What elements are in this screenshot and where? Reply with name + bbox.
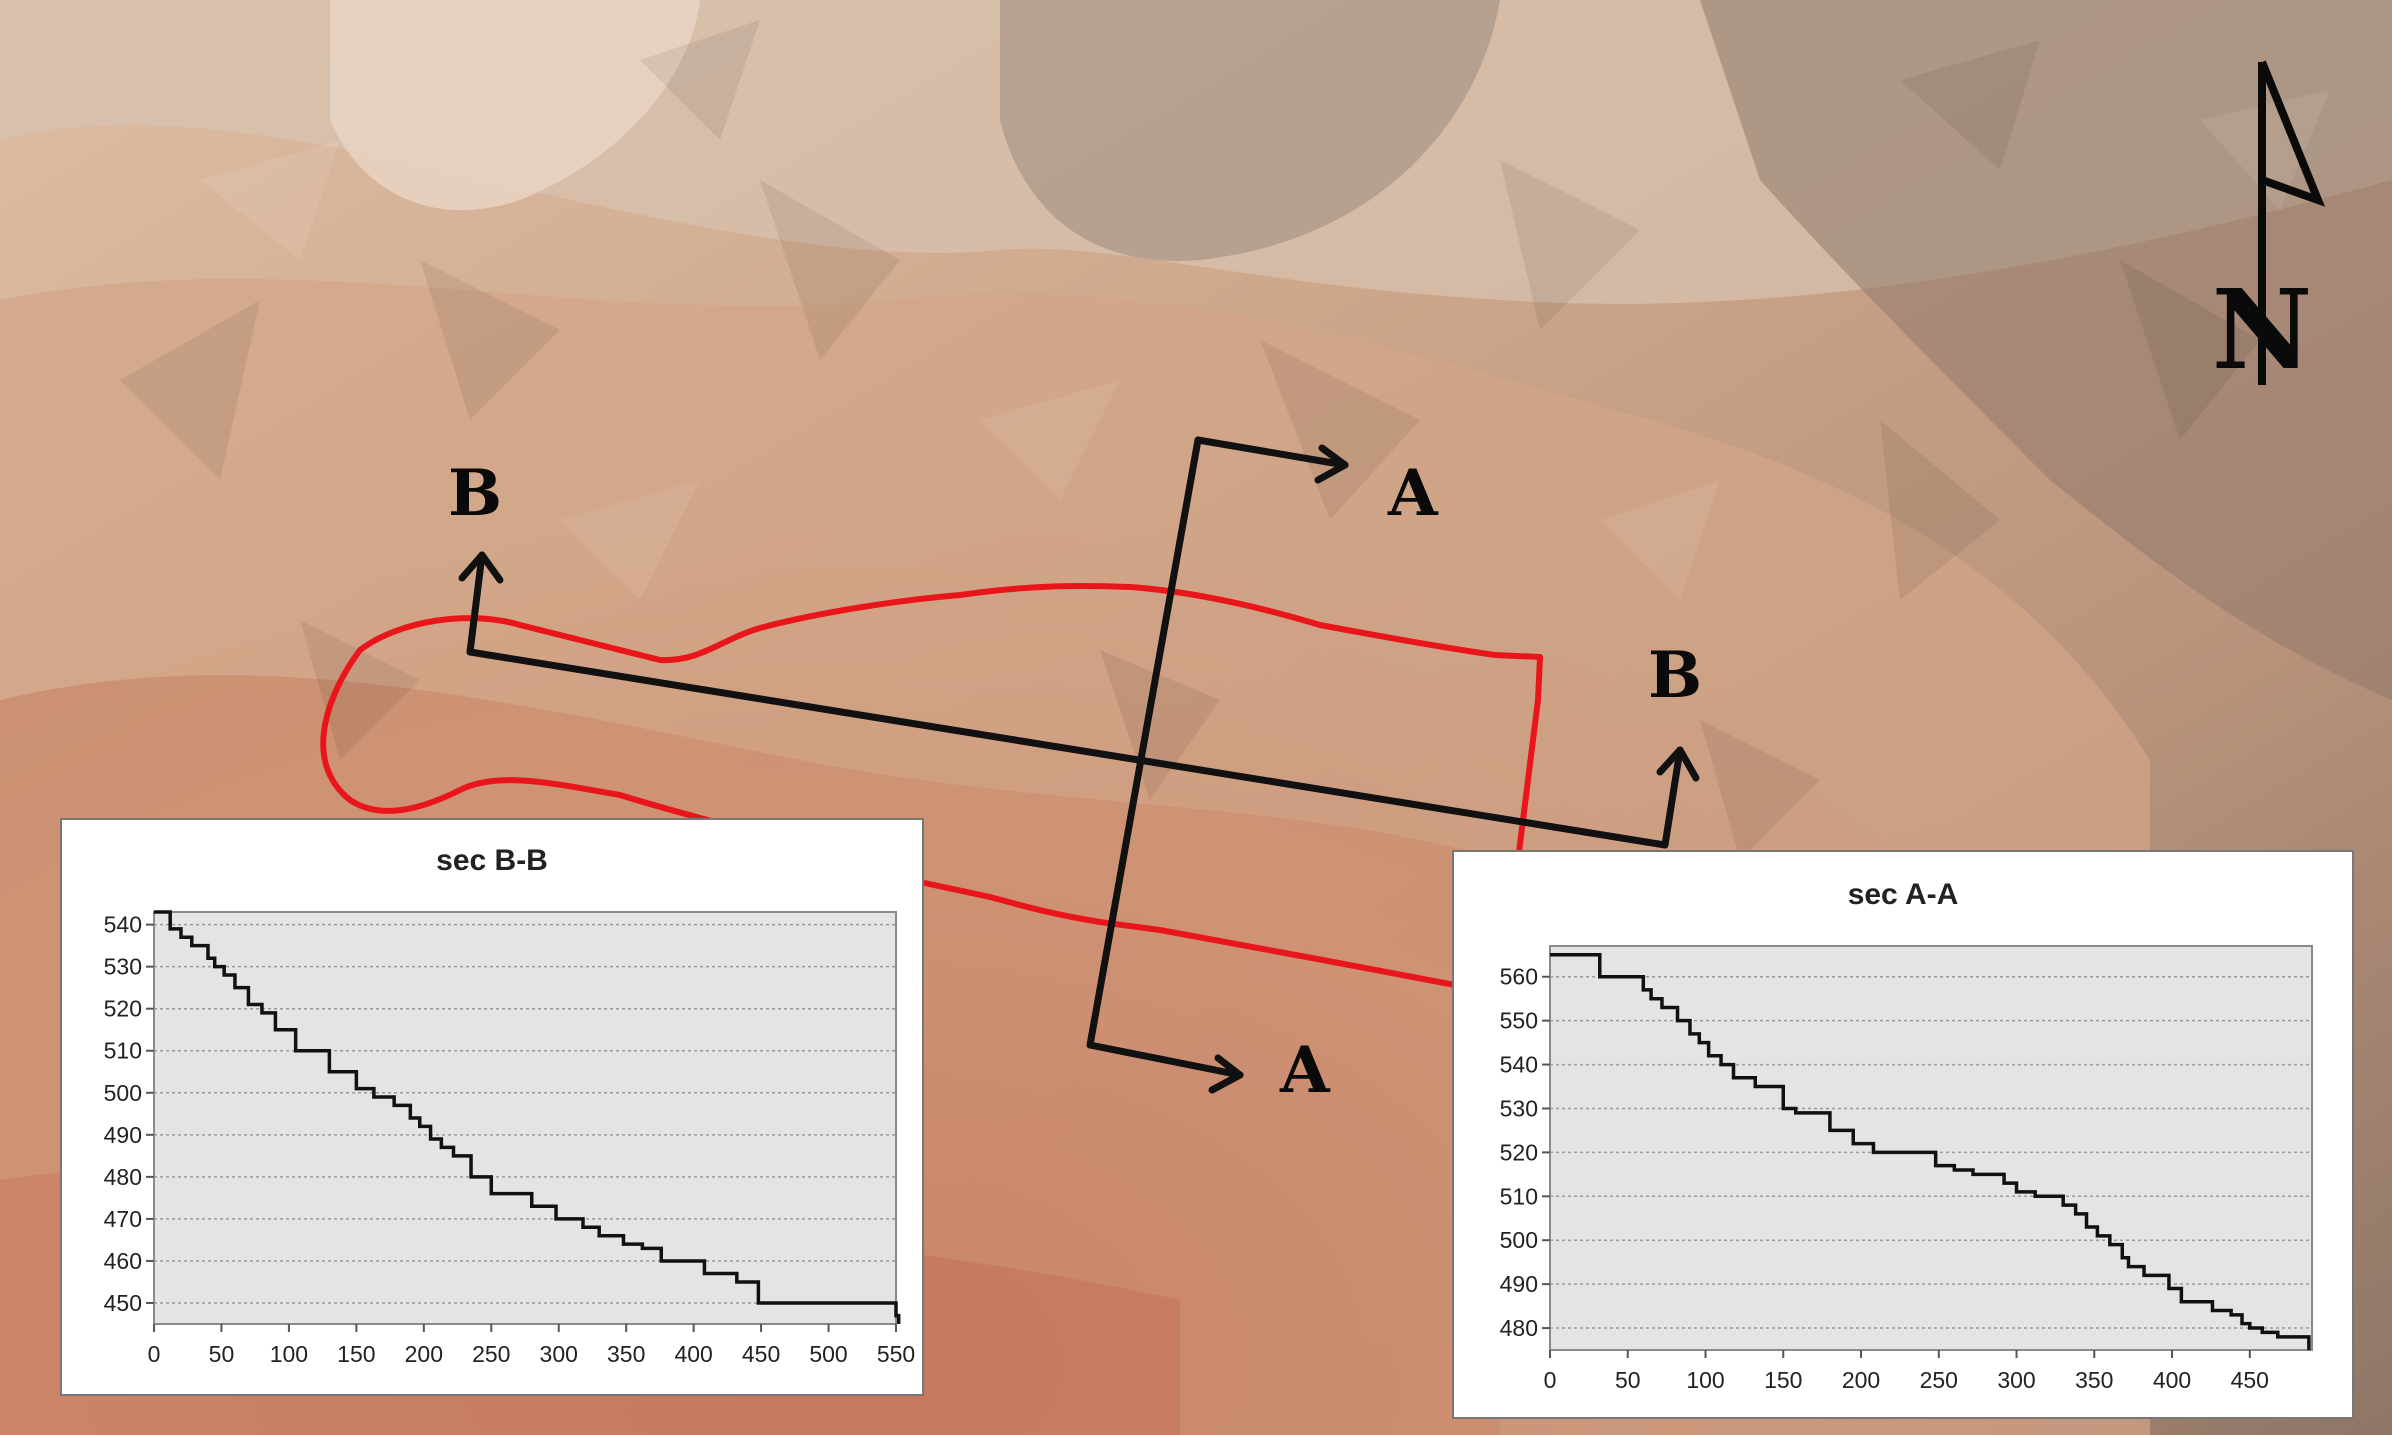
x-tick-label-bb-300: 300 (540, 1341, 578, 1367)
x-tick-label-aa-250: 250 (1920, 1367, 1958, 1393)
x-tick-label-aa-300: 300 (1997, 1367, 2035, 1393)
y-tick-label-bb-480: 480 (104, 1164, 142, 1190)
y-tick-label-bb-500: 500 (104, 1080, 142, 1106)
x-tick-label-bb-350: 350 (607, 1341, 645, 1367)
north-arrow (2258, 60, 2326, 385)
profile-panel-a-a: sec A-A 480 490 500 510 520 530 540 550 560 0 50 10… (1452, 850, 2354, 1419)
section-label-a-south: A (1279, 1033, 1331, 1108)
y-tick-label-bb-470: 470 (104, 1206, 142, 1232)
y-tick-label-aa-560: 560 (1500, 964, 1538, 990)
north-label: N (2212, 265, 2313, 394)
section-line-b-b (458, 551, 1700, 849)
y-tick-label-bb-510: 510 (104, 1038, 142, 1064)
x-tick-label-bb-100: 100 (270, 1341, 308, 1367)
y-tick-label-aa-490: 490 (1500, 1271, 1538, 1297)
y-tick-label-bb-460: 460 (104, 1248, 142, 1274)
profile-line-bb (154, 910, 901, 1324)
profile-line-aa (1550, 953, 2311, 1350)
section-label-b-east: B (1648, 638, 1702, 713)
chart-title-b-b: sec B-B (436, 844, 548, 877)
plot-area-a-a: 480 490 500 510 520 530 540 550 560 0 50 100 150 200 2… (1500, 945, 2313, 1393)
x-tick-label-aa-400: 400 (2153, 1367, 2191, 1393)
y-tick-label-bb-490: 490 (104, 1122, 142, 1148)
x-tick-label-bb-0: 0 (148, 1341, 161, 1367)
x-tick-label-aa-450: 450 (2231, 1367, 2269, 1393)
x-tick-label-bb-200: 200 (405, 1341, 443, 1367)
x-tick-label-bb-50: 50 (209, 1341, 235, 1367)
y-tick-label-aa-530: 530 (1500, 1095, 1538, 1121)
study-area-boundary (320, 582, 1543, 988)
section-label-b-west: B (448, 456, 502, 531)
y-tick-label-bb-450: 450 (104, 1290, 142, 1316)
y-tick-label-bb-520: 520 (104, 996, 142, 1022)
y-tick-label-aa-500: 500 (1500, 1227, 1538, 1253)
x-tick-label-aa-0: 0 (1544, 1367, 1557, 1393)
y-tick-label-aa-550: 550 (1500, 1008, 1538, 1034)
section-label-a-north: A (1387, 456, 1439, 531)
y-tick-label-bb-530: 530 (104, 954, 142, 980)
x-tick-label-aa-50: 50 (1615, 1367, 1641, 1393)
profile-chart-b-b: sec B-B 450 460 470 480 490 500 510 520 530 540 0 5… (104, 844, 916, 1367)
x-tick-label-aa-150: 150 (1764, 1367, 1802, 1393)
y-tick-label-bb-540: 540 (104, 912, 142, 938)
x-tick-label-aa-350: 350 (2075, 1367, 2113, 1393)
y-tick-label-aa-510: 510 (1500, 1183, 1538, 1209)
y-tick-label-aa-520: 520 (1500, 1139, 1538, 1165)
x-tick-label-bb-450: 450 (742, 1341, 780, 1367)
x-tick-label-bb-550: 550 (877, 1341, 915, 1367)
chart-title-a-a: sec A-A (1848, 878, 1959, 911)
x-tick-label-bb-500: 500 (809, 1341, 847, 1367)
profile-panel-b-b: sec B-B 450 460 470 480 490 500 510 520 530 540 0 5… (60, 818, 924, 1396)
x-tick-label-bb-400: 400 (674, 1341, 712, 1367)
x-tick-label-aa-100: 100 (1686, 1367, 1724, 1393)
x-tick-label-bb-250: 250 (472, 1341, 510, 1367)
plot-area-b-b: 450 460 470 480 490 500 510 520 530 540 0 50 100 150 2… (104, 910, 915, 1367)
y-tick-label-aa-480: 480 (1500, 1315, 1538, 1341)
y-tick-label-aa-540: 540 (1500, 1052, 1538, 1078)
x-tick-label-aa-200: 200 (1842, 1367, 1880, 1393)
plot-background-bb (153, 911, 897, 1325)
x-tick-label-bb-150: 150 (337, 1341, 375, 1367)
profile-chart-a-a: sec A-A 480 490 500 510 520 530 540 550 560 0 50 10… (1500, 878, 2313, 1393)
section-line-a-a (1086, 436, 1349, 1094)
